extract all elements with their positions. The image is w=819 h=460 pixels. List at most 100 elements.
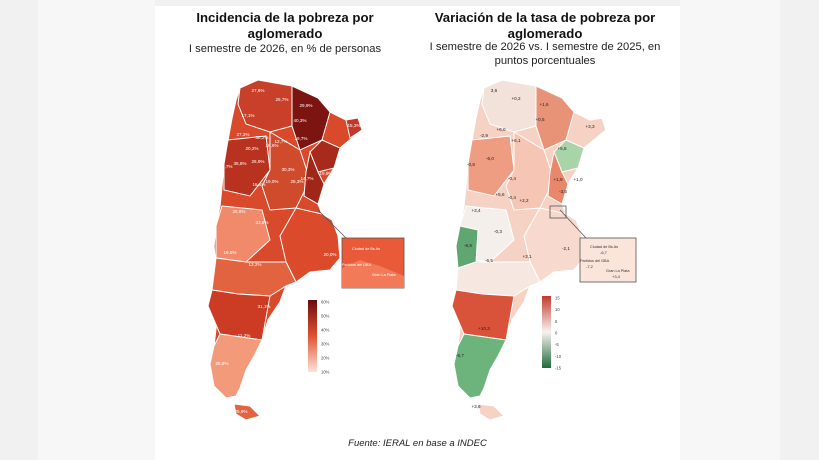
right-value-label: +6,1 <box>511 138 521 143</box>
right-region-north <box>481 79 537 133</box>
right-value-label: -3,5 <box>559 189 567 194</box>
left-legend-ticks: 60% 50% 40% 30% 20% 10% <box>321 300 330 375</box>
left-value-label: 26,9% <box>251 159 264 164</box>
left-inset-label-lp: Gran La Plata <box>372 273 396 277</box>
right-legend-tick: 0 <box>555 331 558 336</box>
left-legend-tick: 20% <box>321 356 330 361</box>
left-region-buenos-aires <box>279 207 341 283</box>
left-value-label: 19,7% <box>294 136 307 141</box>
right-value-label: +2,2 <box>519 198 529 203</box>
left-value-label: 28,6% <box>232 209 245 214</box>
right-value-label: +5,6 <box>557 146 567 151</box>
left-value-label: 25,7% <box>275 97 288 102</box>
right-legend-tick: 10 <box>555 307 560 312</box>
right-value-label: +0,2 <box>511 96 521 101</box>
right-value-label: 3,6 <box>491 88 498 93</box>
left-inset-connector <box>317 209 349 241</box>
right-region-buenos-aires <box>523 207 585 283</box>
left-value-label: 25,9% <box>234 409 247 414</box>
left-value-label: 35,8% <box>233 161 246 166</box>
left-value-label: 14,7% <box>300 176 313 181</box>
right-inset-value-gba: -7,2 <box>586 264 594 269</box>
right-region-santa-cruz <box>453 333 507 399</box>
left-legend-tick: 60% <box>321 300 330 305</box>
right-value-label: +3,4 <box>471 208 481 213</box>
left-region-cuyo <box>223 135 271 197</box>
right-region-entre-rios <box>547 150 569 205</box>
left-legend-tick: 10% <box>321 370 330 375</box>
left-value-label: 30,3% <box>281 167 294 172</box>
left-value-label: 35,7% <box>219 164 232 169</box>
left-legend-tick: 50% <box>321 314 330 319</box>
right-value-label: -6,7 <box>456 353 464 358</box>
right-value-label: +10,3 <box>478 326 490 331</box>
left-value-label: 20,0% <box>323 252 336 257</box>
left-value-label: 20,2% <box>245 146 258 151</box>
left-value-label: 17,1% <box>241 113 254 118</box>
right-legend-ticks: 15 10 5 0 -5 -10 -15 <box>555 296 562 371</box>
left-value-label: 11,2% <box>238 333 251 338</box>
right-value-label: -2,1 <box>562 246 570 251</box>
right-region-center <box>505 131 555 211</box>
left-legend-bar <box>308 300 317 372</box>
right-legend-tick: 15 <box>555 296 560 301</box>
right-inset-box <box>579 237 637 283</box>
right-inset-marker <box>549 205 567 219</box>
right-inset-value-lp: +3,4 <box>612 274 621 279</box>
right-inset-label-gba: Partidos del GBA <box>580 259 610 263</box>
right-inset-label-caba: Ciudad de Bs As <box>590 245 618 249</box>
left-region-corrientes <box>309 139 341 173</box>
right-value-label: -0,3 <box>494 229 502 234</box>
left-region-center <box>261 131 311 211</box>
right-gutter <box>680 0 780 460</box>
right-value-label: +3,6 <box>471 404 481 409</box>
left-value-label: 12,7% <box>274 139 287 144</box>
right-value-label: +3,1 <box>522 254 532 259</box>
left-region-tierra-del-fuego <box>233 403 261 421</box>
left-value-label: 13,2% <box>248 262 261 267</box>
right-value-label: +5,6 <box>495 192 505 197</box>
left-value-label: 16,6% <box>265 143 278 148</box>
left-inset-shape <box>342 260 404 288</box>
left-value-label: 27,6% <box>251 88 264 93</box>
right-title: Variación de la tasa de pobreza por aglo… <box>434 10 656 41</box>
left-legend-tick: 40% <box>321 328 330 333</box>
left-gutter <box>38 0 155 460</box>
right-value-label: +0,5 <box>535 117 545 122</box>
left-legend-tick: 30% <box>321 342 330 347</box>
left-value-label: 27,3% <box>236 132 249 137</box>
left-value-label: 31,1% <box>257 304 270 309</box>
right-value-labels: 3,6 +0,2 +1,6 +0,5 +3,3 -2,9 +6,0 +6,1 +5,6 -0,8 -… <box>456 88 595 409</box>
left-value-label: 16,6% <box>252 182 265 187</box>
left-value-label: 40,3% <box>293 118 306 123</box>
left-value-label: 29,9% <box>299 103 312 108</box>
right-legend-tick: -10 <box>555 354 562 359</box>
left-inset-label-gba: Partidos del GBA <box>342 263 372 267</box>
right-legend-tick: 5 <box>555 319 558 324</box>
right-subtitle: I semestre de 2026 vs. I semestre de 202… <box>429 41 661 67</box>
right-legend-tick: -5 <box>555 342 559 347</box>
left-value-label: 15,3% <box>347 123 360 128</box>
left-region-northwest <box>237 79 293 133</box>
left-value-label: 19,9% <box>319 171 332 176</box>
left-subtitle: I semestre de 2026, en % de personas <box>188 43 382 55</box>
left-value-labels: 27,6% 25,7% 29,9% 40,3% 15,3% 17,1% 27,3% 38,2%… <box>215 88 360 414</box>
left-value-label: 19,6% <box>223 250 236 255</box>
left-inset-label-caba: Ciudad de Bs As <box>352 247 380 251</box>
left-region-santa-cruz <box>209 333 263 399</box>
right-value-label: -0,4 <box>508 176 516 181</box>
right-value-label: -0,8 <box>467 162 475 167</box>
left-title: Incidencia de la pobreza por aglomerado <box>196 10 374 41</box>
left-value-label: 25,3% <box>290 179 303 184</box>
right-inset-value-caba: -6,7 <box>600 250 608 255</box>
right-value-label: -2,9 <box>480 133 488 138</box>
left-value-label: 33,8% <box>255 220 268 225</box>
right-value-label: -0,4 <box>508 195 516 200</box>
right-value-label: -6,5 <box>485 258 493 263</box>
right-legend-tick: -15 <box>555 366 562 371</box>
right-value-label: +1,0 <box>573 177 583 182</box>
right-legend-bar <box>542 296 551 368</box>
right-value-label: +1,9 <box>553 177 563 182</box>
